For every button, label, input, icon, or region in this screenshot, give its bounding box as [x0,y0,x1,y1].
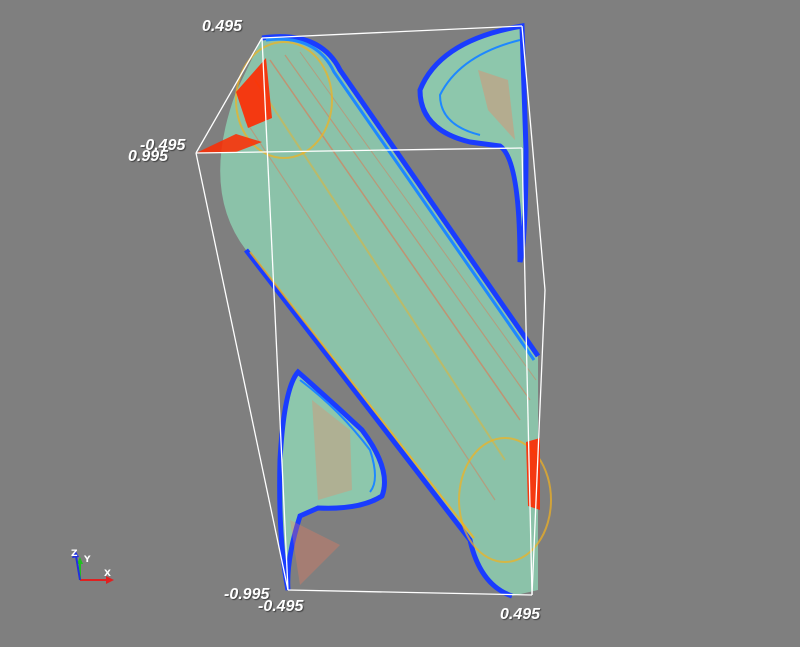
bottom-left-cap [277,368,387,591]
orientation-axes [72,550,114,584]
bounds-label-bottom-right-x: 0.495 [500,606,541,623]
bounds-label-top-left-z: 0.995 [128,148,169,165]
bounds-label-top-left-y: -0.495 [140,137,186,154]
bounding-box [195,25,546,596]
bounds-label-top-back-x: 0.495 [202,18,243,35]
axis-y-arrow [77,557,83,564]
bounds-label-bottom-left-y: -0.495 [258,598,304,615]
axis-y-label: Y [84,555,91,565]
axis-z-arrow [72,550,79,558]
axis-z-label: Z [71,549,78,559]
axis-x-arrow [106,576,114,584]
bounds-label-bottom-left-z: -0.995 [224,586,270,603]
axis-z-line [75,555,81,581]
axis-x-label: X [104,569,111,579]
